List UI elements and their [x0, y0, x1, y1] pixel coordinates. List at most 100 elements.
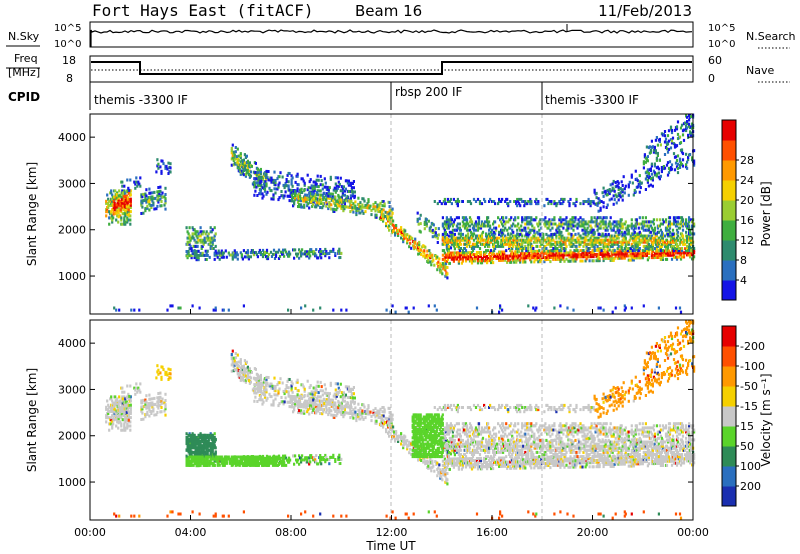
power-cell: [461, 220, 464, 224]
power-cell: [410, 246, 413, 250]
power-cell: [144, 192, 147, 196]
power-cell: [657, 171, 660, 175]
power-cell: [349, 183, 352, 187]
power-cell: [418, 243, 421, 246]
velocity-cell: [156, 400, 159, 404]
power-cell: [424, 245, 427, 249]
power-cell: [353, 196, 356, 200]
power-cell: [478, 200, 482, 203]
power-cell: [622, 175, 625, 179]
power-cell: [621, 184, 624, 187]
power-cell: [240, 255, 243, 259]
power-cell: [693, 249, 696, 253]
power-cell: [329, 196, 332, 200]
velocity-cell: [200, 459, 203, 463]
power-cell: [361, 205, 364, 209]
power-cell: [114, 195, 117, 199]
power-cell: [169, 166, 172, 170]
power-cell: [255, 173, 258, 177]
power-cell: [171, 304, 174, 308]
velocity-cell: [190, 453, 193, 456]
power-cell: [288, 199, 291, 203]
power-cell: [441, 232, 444, 236]
power-cell: [140, 212, 143, 215]
power-cell: [624, 220, 627, 224]
power-cell: [263, 182, 266, 186]
power-cell: [489, 257, 492, 260]
velocity-cell: [195, 464, 198, 468]
power-cell: [485, 232, 488, 236]
power-cell: [335, 188, 338, 192]
power-cell: [246, 168, 249, 171]
power-cell: [563, 249, 566, 253]
power-cell: [519, 232, 522, 236]
power-cell: [685, 163, 688, 167]
power-cell: [122, 207, 125, 211]
power-cell: [680, 247, 684, 250]
power-cell: [277, 183, 280, 187]
power-cell: [516, 228, 519, 232]
power-cell: [561, 202, 564, 206]
power-cell: [491, 228, 494, 232]
power-cell: [654, 151, 657, 155]
power-cell: [509, 242, 512, 246]
power-cell: [290, 180, 293, 184]
power-cell: [515, 260, 518, 264]
power-cell: [672, 249, 676, 253]
power-cell: [693, 251, 696, 255]
power-cell: [491, 232, 494, 236]
power-cell: [296, 174, 299, 178]
power-cell: [674, 155, 678, 159]
power-cell: [329, 192, 332, 196]
power-cell: [590, 244, 593, 248]
power-cell: [214, 232, 217, 236]
power-cell: [242, 249, 245, 253]
power-cell: [319, 248, 322, 251]
power-cell: [653, 162, 656, 166]
power-cell: [129, 189, 132, 193]
power-cell: [527, 236, 530, 240]
power-cell: [498, 256, 501, 260]
power-cell: [614, 238, 617, 242]
power-cell: [627, 230, 630, 234]
velocity-cell: [135, 382, 138, 386]
power-cell: [577, 232, 580, 236]
power-cell: [121, 212, 124, 216]
power-cell: [519, 260, 522, 264]
power-cell: [319, 189, 322, 193]
velocity-cell: [140, 409, 143, 413]
power-cell: [605, 256, 608, 260]
power-cell: [688, 122, 691, 126]
power-cell: [245, 255, 248, 259]
power-cell: [560, 251, 563, 255]
power-cell: [319, 174, 322, 178]
colorbar-swatch: [722, 160, 736, 181]
power-cell: [152, 201, 155, 205]
power-cell: [161, 191, 164, 195]
power-cell: [148, 187, 151, 191]
power-cell: [658, 177, 661, 181]
noise-right-tick-bottom: 10^0: [708, 39, 735, 50]
power-cell: [502, 258, 505, 262]
power-cell: [491, 252, 494, 256]
power-cell: [256, 255, 259, 259]
power-cell: [357, 209, 360, 213]
power-cell: [434, 227, 437, 230]
power-cell: [249, 170, 252, 174]
power-cell: [261, 177, 265, 181]
velocity-cell: [112, 416, 115, 420]
power-cell: [425, 218, 428, 222]
velocity-cell: [167, 378, 170, 381]
power-cell: [327, 192, 330, 196]
power-cell: [480, 259, 484, 263]
power-cell: [355, 211, 358, 214]
power-cell: [324, 247, 327, 251]
power-cell: [263, 186, 266, 190]
power-cell: [532, 247, 535, 250]
power-cell: [691, 236, 694, 240]
power-cell: [669, 125, 673, 129]
power-cell: [635, 220, 638, 224]
power-cell: [532, 306, 535, 310]
power-cell: [533, 260, 536, 264]
